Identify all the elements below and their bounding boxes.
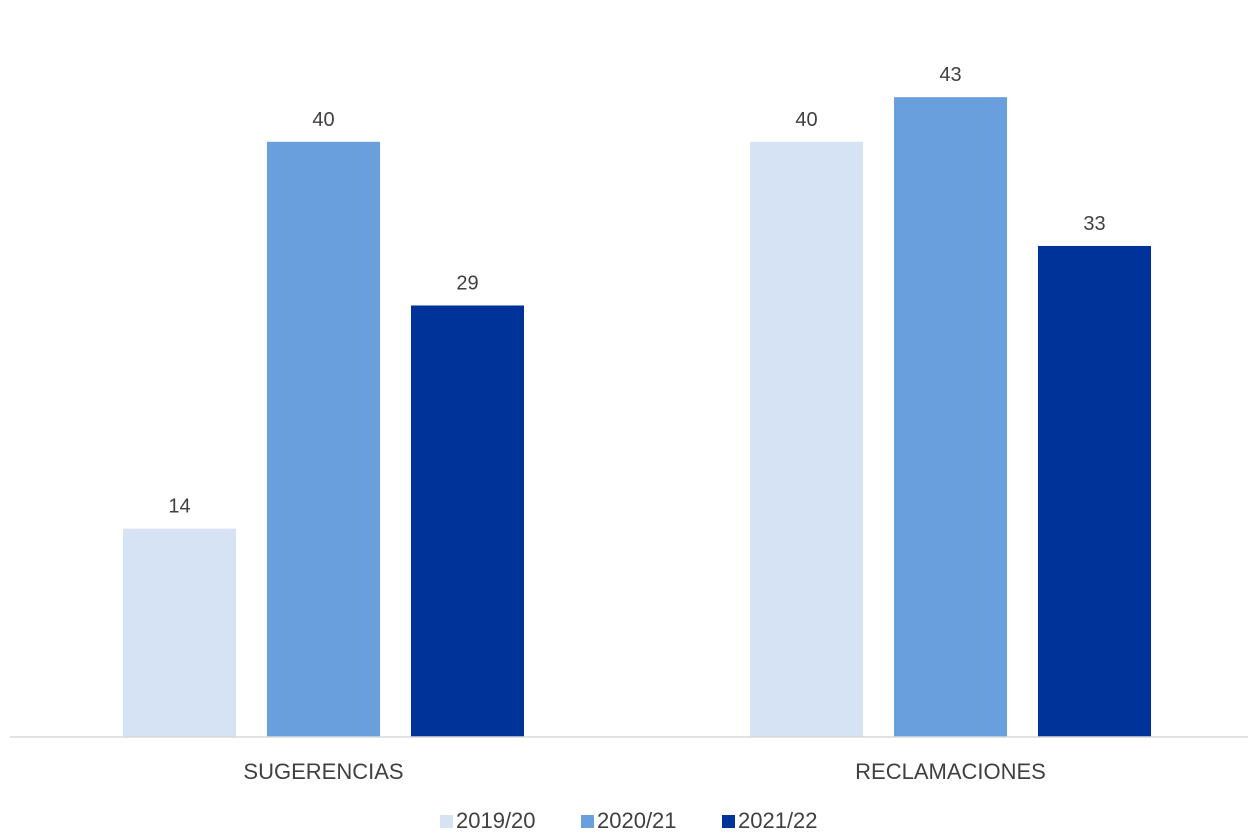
bar-sugerencias-2020-21 [267, 141, 380, 738]
legend-item: 2020/21 [581, 808, 677, 833]
value-label: 40 [795, 109, 817, 131]
legend-swatch [722, 815, 735, 828]
legend-label: 2019/20 [456, 808, 536, 833]
bar-sugerencias-2019-20 [123, 528, 236, 737]
category-label: SUGERENCIAS [243, 759, 403, 784]
legend-label: 2020/21 [597, 808, 677, 833]
bar-reclamaciones-2020-21 [894, 97, 1007, 737]
bar-reclamaciones-2019-20 [750, 141, 863, 738]
value-label: 40 [312, 109, 334, 131]
legend-swatch [581, 815, 594, 828]
category-labels-group: SUGERENCIAS RECLAMACIONES [243, 759, 1045, 784]
legend-swatch [440, 815, 453, 828]
value-label: 29 [456, 272, 478, 294]
category-label: RECLAMACIONES [855, 759, 1046, 784]
legend-item: 2019/20 [440, 808, 536, 833]
value-label: 33 [1083, 213, 1105, 235]
legend-label: 2021/22 [738, 808, 818, 833]
value-labels-group: 14 40 29 40 43 33 [168, 64, 1105, 518]
legend: 2019/20 2020/21 2021/22 [440, 808, 818, 833]
bars-group [123, 97, 1151, 738]
bar-sugerencias-2021-22 [411, 305, 524, 737]
legend-item: 2021/22 [722, 808, 818, 833]
value-label: 43 [939, 64, 961, 86]
bar-reclamaciones-2021-22 [1038, 245, 1151, 737]
value-label: 14 [168, 496, 190, 518]
